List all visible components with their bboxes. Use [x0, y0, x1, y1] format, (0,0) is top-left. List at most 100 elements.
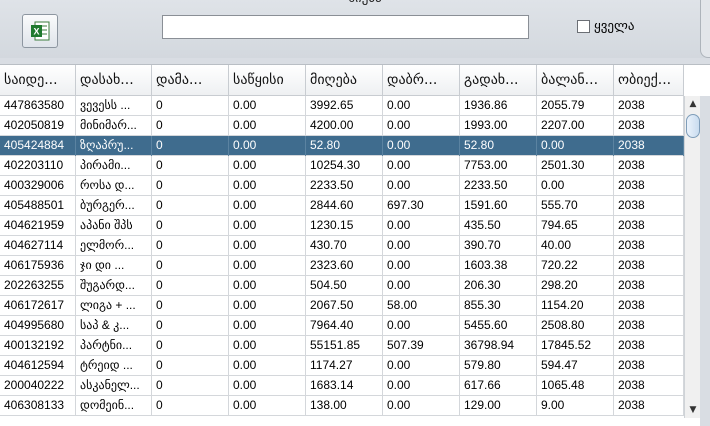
- all-checkbox[interactable]: ყველა: [577, 19, 634, 34]
- scroll-down-icon[interactable]: ▼: [689, 405, 697, 415]
- table-cell: 138.00: [306, 396, 383, 416]
- table-row[interactable]: 400329006 როსა დ... 0 0.00 2233.50 0.00 2233.5…: [0, 176, 684, 196]
- table-row[interactable]: 404612594 ტრეიდ ... 0 0.00 1174.27 0.00 579.80…: [0, 356, 684, 376]
- table-cell: 2038: [614, 236, 684, 256]
- column-header[interactable]: საწყისი: [229, 65, 306, 96]
- table-cell: 0.00: [229, 316, 306, 336]
- table-cell: 1603.38: [460, 256, 537, 276]
- table-cell: 2055.79: [537, 96, 614, 116]
- table-cell: 2067.50: [306, 296, 383, 316]
- table-cell: ელმორ...: [76, 236, 152, 256]
- table-cell: 0.00: [229, 236, 306, 256]
- column-header[interactable]: დაბრ...: [383, 65, 460, 96]
- table-row[interactable]: 406308133 დომეინ... 0 0.00 138.00 0.00 129.00 9…: [0, 396, 684, 416]
- table-cell: 2038: [614, 336, 684, 356]
- table-row[interactable]: 404995680 საპ & კ... 0 0.00 7964.40 0.00 5455.…: [0, 316, 684, 336]
- table-cell: ასკანელ...: [76, 376, 152, 396]
- table-cell: 0: [152, 236, 229, 256]
- excel-icon: X: [31, 21, 50, 41]
- table-cell: ვევესს ...: [76, 96, 152, 116]
- table-cell: 2038: [614, 216, 684, 236]
- table-cell: 0.00: [229, 356, 306, 376]
- table-cell: პარტნი...: [76, 336, 152, 356]
- table-row[interactable]: 405424884 ზღაპრუ... 0 0.00 52.80 0.00 52.80 0.0…: [0, 136, 684, 156]
- column-header[interactable]: დასახ...: [76, 65, 152, 96]
- table-cell: 2233.50: [460, 176, 537, 196]
- search-input[interactable]: [162, 15, 529, 39]
- table-cell: 0.00: [229, 176, 306, 196]
- table-row[interactable]: 200040222 ასკანელ... 0 0.00 1683.14 0.00 617.6…: [0, 376, 684, 396]
- table-cell: 7964.40: [306, 316, 383, 336]
- table-cell: 2038: [614, 316, 684, 336]
- grid-body: 447863580 ვევესს ... 0 0.00 3992.65 0.00 1936.…: [0, 96, 684, 416]
- table-cell: 402050819: [0, 116, 76, 136]
- table-cell: 0.00: [383, 396, 460, 416]
- table-row[interactable]: 406175936 ჯი დი ... 0 0.00 2323.60 0.00 1603.3…: [0, 256, 684, 276]
- table-cell: პირამი...: [76, 156, 152, 176]
- table-cell: 2233.50: [306, 176, 383, 196]
- column-header[interactable]: ბალან...: [537, 65, 614, 96]
- table-cell: 3992.65: [306, 96, 383, 116]
- table-row[interactable]: 402203110 პირამი... 0 0.00 10254.30 0.00 7753.…: [0, 156, 684, 176]
- table-cell: 0: [152, 256, 229, 276]
- table-cell: 0.00: [229, 256, 306, 276]
- table-cell: 2038: [614, 356, 684, 376]
- column-header[interactable]: საიდე...: [0, 65, 76, 96]
- table-row[interactable]: 404621959 აპანი შპს 0 0.00 1230.15 0.00 435.50…: [0, 216, 684, 236]
- table-cell: 0.00: [383, 376, 460, 396]
- table-cell: 1591.60: [460, 196, 537, 216]
- table-cell: 0: [152, 336, 229, 356]
- vertical-scrollbar[interactable]: ▲ ▼: [684, 96, 700, 418]
- scroll-thumb[interactable]: [686, 114, 700, 138]
- table-cell: 2038: [614, 136, 684, 156]
- table-cell: აპანი შპს: [76, 216, 152, 236]
- table-row[interactable]: 202263255 შუგარდ... 0 0.00 504.50 0.00 206.30 2…: [0, 276, 684, 296]
- table-row[interactable]: 400132192 პარტნი... 0 0.00 55151.85 507.39 367…: [0, 336, 684, 356]
- table-row[interactable]: 402050819 მინიმარ... 0 0.00 4200.00 0.00 1993.…: [0, 116, 684, 136]
- table-cell: 430.70: [306, 236, 383, 256]
- column-header[interactable]: მიღება: [306, 65, 383, 96]
- table-cell: 405424884: [0, 136, 76, 156]
- table-row[interactable]: 405488501 ბურგერ... 0 0.00 2844.60 697.30 1591…: [0, 196, 684, 216]
- table-cell: 435.50: [460, 216, 537, 236]
- table-cell: 0: [152, 376, 229, 396]
- table-cell: 406175936: [0, 256, 76, 276]
- table-cell: 129.00: [460, 396, 537, 416]
- table-cell: 0.00: [229, 156, 306, 176]
- table-cell: 2038: [614, 376, 684, 396]
- table-cell: 2038: [614, 276, 684, 296]
- table-cell: 206.30: [460, 276, 537, 296]
- table-cell: 0.00: [229, 336, 306, 356]
- table-cell: 0.00: [383, 156, 460, 176]
- table-cell: 2038: [614, 396, 684, 416]
- table-cell: 0.00: [383, 316, 460, 336]
- table-cell: 404995680: [0, 316, 76, 336]
- table-row[interactable]: 447863580 ვევესს ... 0 0.00 3992.65 0.00 1936.…: [0, 96, 684, 116]
- table-cell: 0.00: [383, 356, 460, 376]
- table-cell: 0: [152, 296, 229, 316]
- table-cell: 507.39: [383, 336, 460, 356]
- column-header[interactable]: დამა...: [152, 65, 229, 96]
- table-cell: 52.80: [306, 136, 383, 156]
- column-header[interactable]: გადახ...: [460, 65, 537, 96]
- table-row[interactable]: 406172617 ლიგა + ... 0 0.00 2067.50 58.00 855.…: [0, 296, 684, 316]
- scroll-up-icon[interactable]: ▲: [689, 99, 697, 109]
- export-excel-button[interactable]: X: [22, 14, 58, 48]
- table-cell: 0.00: [229, 276, 306, 296]
- table-cell: 0: [152, 356, 229, 376]
- table-cell: 1065.48: [537, 376, 614, 396]
- table-cell: 1154.20: [537, 296, 614, 316]
- table-cell: 855.30: [460, 296, 537, 316]
- table-cell: ზღაპრუ...: [76, 136, 152, 156]
- window-edge: [700, 0, 710, 58]
- table-cell: 404612594: [0, 356, 76, 376]
- table-cell: 4200.00: [306, 116, 383, 136]
- table-cell: ჯი დი ...: [76, 256, 152, 276]
- table-row[interactable]: 404627114 ელმორ... 0 0.00 430.70 0.00 390.70 40…: [0, 236, 684, 256]
- table-cell: 400132192: [0, 336, 76, 356]
- table-cell: 0.00: [229, 216, 306, 236]
- checkbox-box[interactable]: [577, 20, 590, 33]
- table-cell: 390.70: [460, 236, 537, 256]
- table-cell: 2038: [614, 256, 684, 276]
- column-header[interactable]: ობიექ...: [614, 65, 684, 96]
